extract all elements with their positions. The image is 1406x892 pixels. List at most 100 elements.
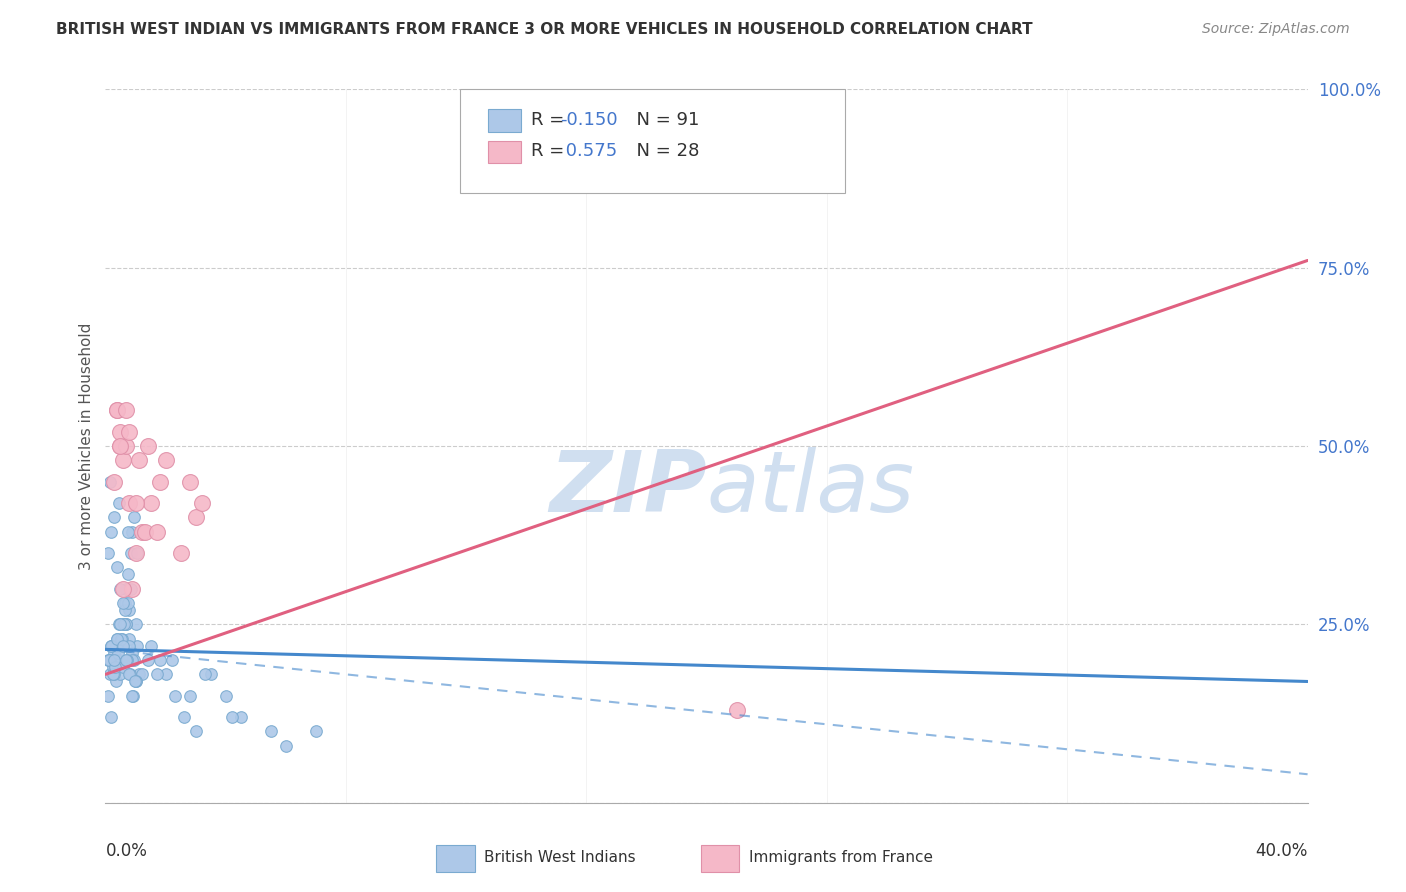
Point [100,639,122,653]
Point [173,710,195,724]
Point [145,524,167,539]
Text: N = 28: N = 28 [624,143,699,161]
Point [118,425,141,439]
Text: N = 91: N = 91 [624,111,699,128]
Point [117,524,139,539]
Text: -0.150: -0.150 [560,111,617,128]
Point [121,582,143,596]
Point [184,724,207,739]
Point [103,646,125,660]
Point [103,653,125,667]
Text: 0.575: 0.575 [560,143,617,161]
Point [214,689,236,703]
Point [115,582,138,596]
Point [160,653,183,667]
Point [121,646,143,660]
Point [110,639,132,653]
Y-axis label: 3 or more Vehicles in Household: 3 or more Vehicles in Household [79,322,94,570]
Point [139,496,162,510]
Text: R =: R = [531,143,569,161]
Point [111,639,134,653]
Point [112,617,135,632]
Point [101,667,124,681]
Point [110,582,132,596]
Point [111,639,134,653]
Point [125,639,148,653]
Point [107,646,129,660]
Point [122,510,145,524]
Text: Source: ZipAtlas.com: Source: ZipAtlas.com [1202,22,1350,37]
Point [115,653,138,667]
Point [98,653,121,667]
Point [111,632,134,646]
Point [100,524,122,539]
Point [169,546,191,560]
Point [110,632,132,646]
Point [120,667,142,681]
Point [118,632,141,646]
Point [134,524,156,539]
Point [114,596,136,610]
Point [103,667,125,681]
Point [115,653,138,667]
Point [108,617,131,632]
Point [125,546,148,560]
Point [131,667,153,681]
Point [136,653,159,667]
Text: British West Indians: British West Indians [484,850,636,865]
Point [115,439,138,453]
Point [148,475,170,489]
Point [148,653,170,667]
Point [120,582,142,596]
Point [163,689,186,703]
Point [105,632,128,646]
Text: Immigrants from France: Immigrants from France [748,850,932,865]
Point [200,667,222,681]
Point [221,710,243,724]
Point [190,496,212,510]
FancyBboxPatch shape [700,845,740,872]
Point [114,603,136,617]
Point [136,439,159,453]
Point [101,660,124,674]
Point [104,639,127,653]
Text: atlas: atlas [707,447,914,531]
Point [145,667,167,681]
Point [112,453,135,467]
Point [179,475,201,489]
Point [128,667,150,681]
Point [118,667,141,681]
Point [131,524,153,539]
Point [124,674,146,689]
Point [125,674,148,689]
Point [229,710,252,724]
Point [725,703,748,717]
Point [179,689,201,703]
Point [103,475,125,489]
Text: R =: R = [531,111,569,128]
Point [305,724,328,739]
Point [118,603,141,617]
Point [115,617,138,632]
Point [139,639,162,653]
Point [98,667,121,681]
Point [115,617,138,632]
Point [108,653,131,667]
Text: 40.0%: 40.0% [1256,842,1308,860]
Text: BRITISH WEST INDIAN VS IMMIGRANTS FROM FRANCE 3 OR MORE VEHICLES IN HOUSEHOLD CO: BRITISH WEST INDIAN VS IMMIGRANTS FROM F… [56,22,1033,37]
FancyBboxPatch shape [436,845,474,872]
Point [122,653,145,667]
Point [100,639,122,653]
Point [118,496,141,510]
Point [107,403,129,417]
Point [107,653,129,667]
Point [112,617,135,632]
Point [274,739,297,753]
FancyBboxPatch shape [460,89,845,193]
Point [104,660,127,674]
Point [108,617,131,632]
Point [98,653,121,667]
Point [98,475,121,489]
Point [110,439,132,453]
Point [121,653,143,667]
